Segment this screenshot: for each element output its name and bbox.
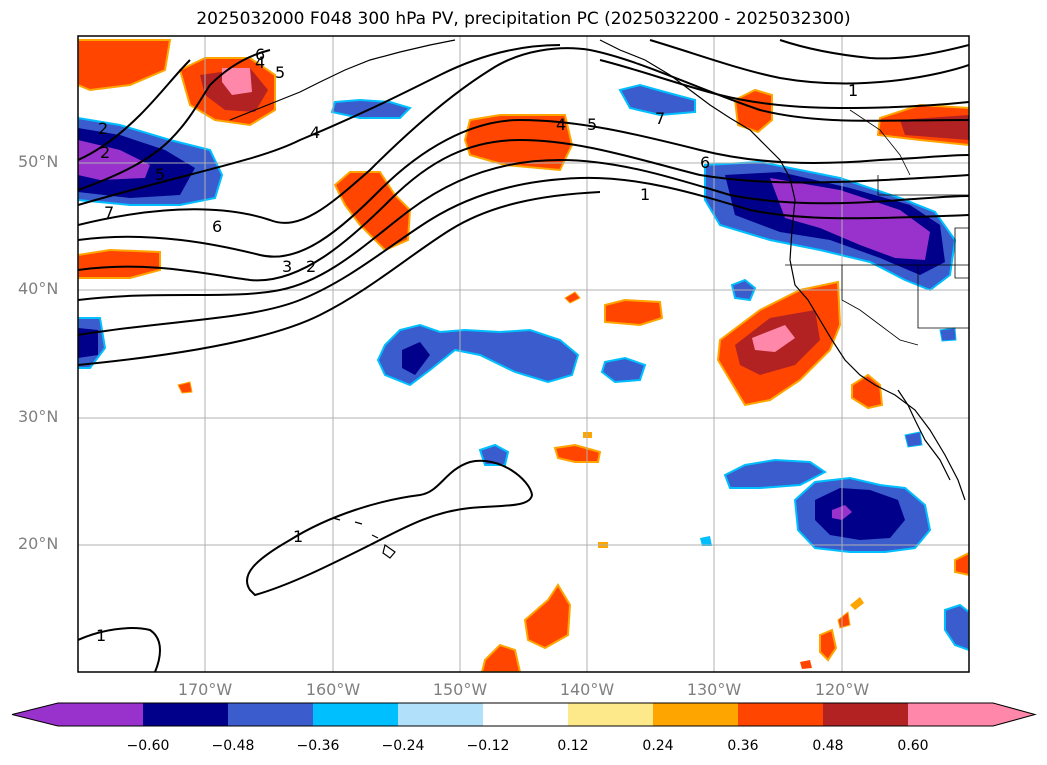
precip-positive-area — [837, 611, 851, 629]
precip-negative-area — [402, 342, 430, 375]
precip-positive-area — [850, 597, 864, 610]
contour-label: 2 — [100, 143, 110, 162]
contour-label: 4 — [310, 123, 320, 142]
precip-positive-area — [222, 68, 252, 95]
contour-label: 1 — [848, 81, 858, 100]
colorbar-swatch — [653, 703, 739, 726]
contour-label: 5 — [275, 63, 285, 82]
contour-label: 6 — [212, 217, 222, 236]
colorbar-extend-high — [993, 703, 1035, 726]
colorbar-swatch — [483, 703, 569, 726]
lon-label-170w: 170°W — [177, 680, 233, 699]
precip-negative-area — [478, 443, 510, 466]
contour-label: 1 — [293, 527, 303, 546]
precip-positive-area — [819, 628, 838, 662]
precip-negative-area — [904, 431, 923, 448]
colorbar-tick-label: 0.24 — [642, 738, 674, 754]
colorbar-swatch — [908, 703, 994, 726]
colorbar-tick-label: −0.48 — [211, 738, 255, 754]
colorbar — [11, 702, 1037, 727]
map-frame — [77, 35, 970, 673]
lon-label-130w: 130°W — [686, 680, 742, 699]
precip-negative-area — [944, 603, 969, 652]
contour-label: 2 — [306, 257, 316, 276]
lon-label-150w: 150°W — [432, 680, 488, 699]
colorbar-tick-label: −0.60 — [126, 738, 170, 754]
contour-label: 7 — [104, 203, 114, 222]
precip-positive-area — [78, 248, 161, 279]
contour-label: 6 — [700, 153, 710, 172]
colorbar-tick-label: 0.36 — [727, 738, 759, 754]
precip-negative-area — [815, 488, 905, 540]
contour-label: 5 — [587, 115, 597, 134]
contour-label: 1 — [640, 185, 650, 204]
colorbar-extend-low — [12, 703, 58, 726]
contour-label: 3 — [282, 257, 292, 276]
precip-negative-area — [700, 536, 712, 546]
precip-positive-area — [851, 373, 884, 410]
colorbar-outline — [11, 702, 1037, 727]
colorbar-swatch — [143, 703, 229, 726]
colorbar-tick-label: 0.12 — [557, 738, 589, 754]
precip-negative-area — [376, 323, 580, 387]
precip-negative-area — [723, 458, 827, 489]
contour-label: 4 — [556, 115, 566, 134]
precip-positive-area — [752, 325, 795, 352]
lat-label-20n: 20°N — [18, 534, 59, 553]
precip-positive-area — [463, 114, 574, 172]
precip-positive-area — [480, 643, 522, 672]
colorbar-tick-label: −0.24 — [381, 738, 425, 754]
contour-label: 7 — [655, 109, 665, 128]
contour-label: 5 — [155, 165, 165, 184]
lat-label-50n: 50°N — [18, 152, 59, 171]
precip-positive-area — [564, 291, 581, 304]
contour-label: 1 — [96, 626, 106, 645]
colorbar-tick-label: 0.60 — [897, 738, 929, 754]
precip-positive-area — [800, 660, 812, 669]
precip-positive-area — [78, 39, 172, 92]
colorbar-swatch — [823, 703, 909, 726]
precip-fields — [78, 39, 969, 672]
lon-label-140w: 140°W — [559, 680, 615, 699]
pv-contours — [78, 39, 969, 672]
contour-label: 6 — [255, 45, 265, 64]
precip-positive-area — [553, 443, 602, 463]
colorbar-swatch — [568, 703, 654, 726]
precip-positive-area — [604, 298, 664, 327]
contour-label: 2 — [98, 119, 108, 138]
precip-negative-area — [78, 328, 98, 358]
colorbar-swatch — [313, 703, 399, 726]
lat-label-40n: 40°N — [18, 279, 59, 298]
precip-positive-area — [954, 551, 969, 577]
contour-labels: 4 5 6 4 2 5 6 2 7 1 3 2 4 5 7 6 1 1 1 — [96, 45, 858, 645]
precip-positive-area — [523, 583, 572, 650]
lon-label-120w: 120°W — [814, 680, 870, 699]
precip-negative-area — [618, 83, 696, 117]
colorbar-tick-label: −0.36 — [296, 738, 340, 754]
colorbar-swatch — [58, 703, 144, 726]
chart-title: 2025032000 F048 300 hPa PV, precipitatio… — [196, 9, 851, 29]
precip-positive-area — [177, 381, 193, 394]
precip-negative-area — [600, 356, 647, 384]
graticule — [78, 36, 969, 672]
colorbar-tick-label: −0.12 — [466, 738, 510, 754]
precip-negative-area — [939, 327, 957, 342]
lat-label-30n: 30°N — [18, 407, 59, 426]
lon-label-160w: 160°W — [305, 680, 361, 699]
colorbar-swatch — [398, 703, 484, 726]
colorbar-swatch — [738, 703, 824, 726]
contour-label: 4 — [255, 53, 265, 72]
colorbar-tick-label: 0.48 — [812, 738, 844, 754]
colorbar-swatch — [228, 703, 314, 726]
